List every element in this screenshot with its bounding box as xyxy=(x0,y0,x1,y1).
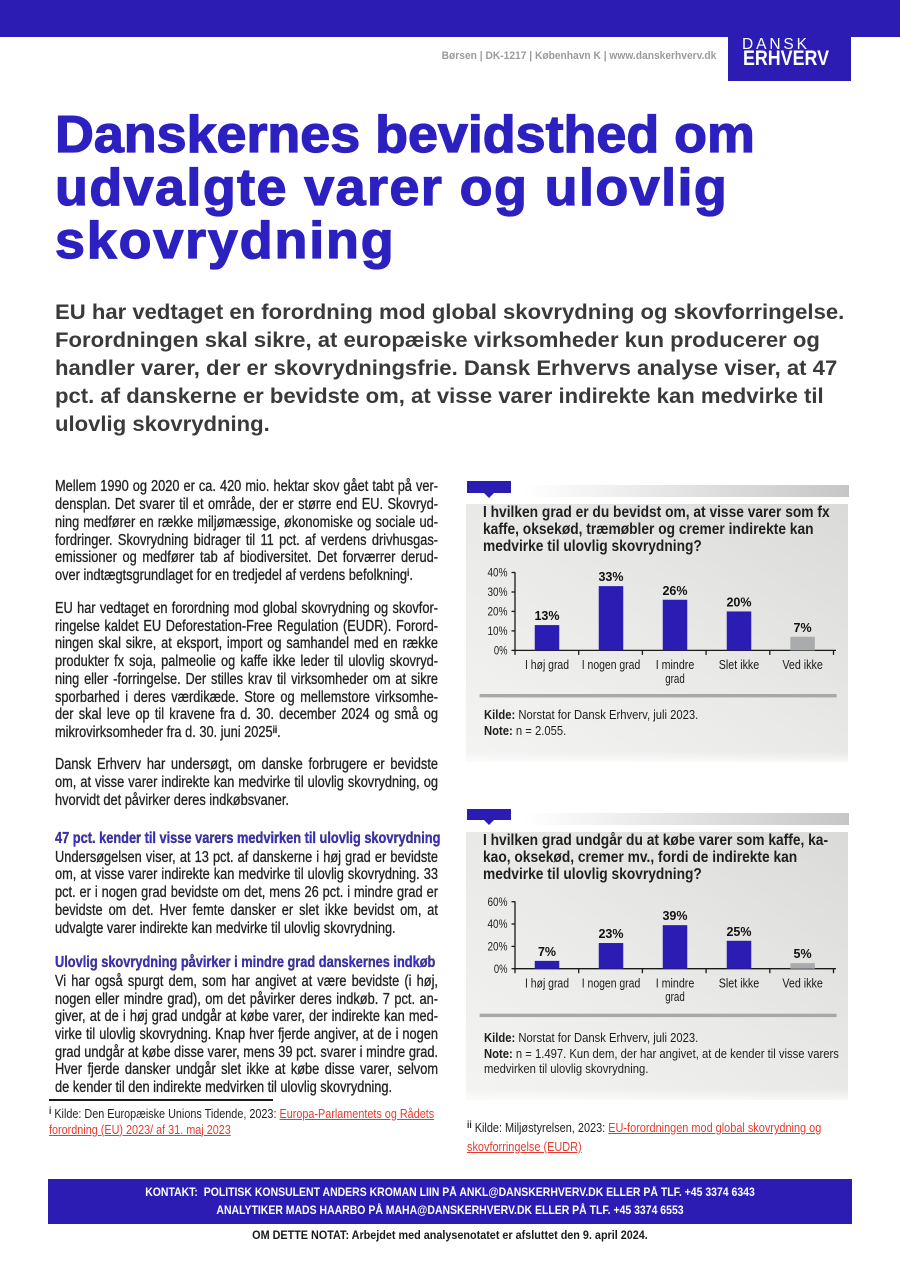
svg-text:5%: 5% xyxy=(794,947,812,961)
svg-text:Slet ikke: Slet ikke xyxy=(719,657,760,672)
svg-text:39%: 39% xyxy=(662,909,687,923)
svg-text:grad: grad xyxy=(665,671,685,686)
svg-text:20%: 20% xyxy=(488,942,508,954)
svg-text:60%: 60% xyxy=(488,897,508,909)
svg-text:7%: 7% xyxy=(538,945,556,959)
svg-text:I nogen grad: I nogen grad xyxy=(582,975,641,990)
svg-text:I nogen grad: I nogen grad xyxy=(582,657,641,672)
svg-text:0%: 0% xyxy=(494,646,508,658)
svg-text:7%: 7% xyxy=(794,621,812,635)
svg-text:Slet ikke: Slet ikke xyxy=(719,975,760,990)
svg-text:0%: 0% xyxy=(494,964,508,976)
svg-text:I mindre: I mindre xyxy=(656,657,695,672)
svg-text:Ved ikke: Ved ikke xyxy=(782,657,823,672)
svg-text:30%: 30% xyxy=(488,587,508,599)
svg-text:20%: 20% xyxy=(726,595,751,609)
svg-text:grad: grad xyxy=(665,989,685,1004)
svg-text:26%: 26% xyxy=(662,584,687,598)
svg-text:I mindre: I mindre xyxy=(656,975,695,990)
svg-text:Ved ikke: Ved ikke xyxy=(782,975,823,990)
svg-text:23%: 23% xyxy=(598,927,623,941)
svg-text:25%: 25% xyxy=(726,925,751,939)
svg-text:13%: 13% xyxy=(534,609,559,623)
svg-text:I høj grad: I høj grad xyxy=(525,975,569,990)
svg-text:20%: 20% xyxy=(488,607,508,619)
svg-text:10%: 10% xyxy=(488,626,508,638)
svg-text:I høj grad: I høj grad xyxy=(525,657,569,672)
svg-text:40%: 40% xyxy=(488,568,508,580)
svg-text:40%: 40% xyxy=(488,919,508,931)
svg-text:33%: 33% xyxy=(598,570,623,584)
